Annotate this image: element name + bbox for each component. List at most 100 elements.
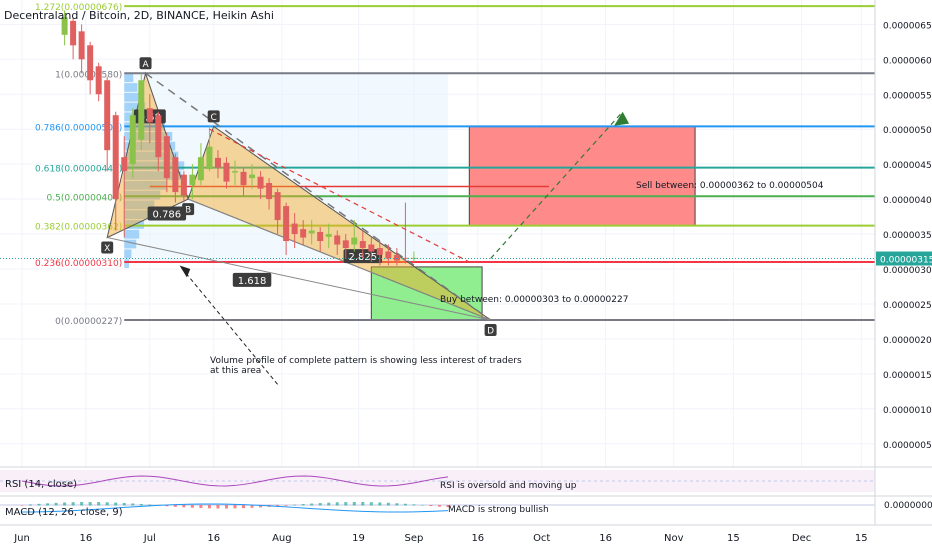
macd-histogram-bar [54, 502, 58, 506]
candle-body [342, 240, 349, 249]
macd-histogram-bar [182, 505, 186, 508]
macd-histogram-bar [369, 502, 373, 506]
candle-body [138, 80, 145, 140]
candle-body [351, 237, 358, 245]
candle-body [325, 234, 332, 237]
macd-histogram-bar [207, 505, 211, 509]
candle-body [206, 146, 213, 170]
volume-profile-bar [124, 200, 155, 210]
candle-body [214, 157, 221, 168]
macd-histogram-bar [63, 502, 67, 506]
volume-profile-bar [124, 259, 130, 268]
pattern-point-label: D [487, 327, 494, 337]
price-tick-label: 0.00000050 [883, 441, 932, 451]
volume-profile-bar [124, 171, 182, 180]
macd-histogram-bar [318, 503, 322, 506]
volume-profile-bar [124, 210, 150, 220]
price-tick-label: 0.00000250 [883, 301, 932, 311]
price-tick-label: 0.00000200 [883, 336, 932, 346]
volume-profile-bar [124, 180, 168, 190]
macd-histogram-bar [335, 502, 339, 506]
price-tick-label: 0.00000350 [883, 231, 932, 241]
time-tick-label: 16 [471, 533, 484, 544]
macd-histogram-bar [46, 503, 50, 506]
ratio-badge [147, 206, 187, 221]
candle-body [300, 229, 307, 238]
time-tick-label: Aug [272, 533, 292, 544]
fib-level-label: 0(0.00000227) [55, 317, 122, 327]
price-tick-label: 0.00000400 [883, 196, 932, 206]
fib-level-label: 0.382(0.00000362) [35, 223, 122, 233]
current-price-badge [876, 251, 932, 266]
macd-histogram-bar [395, 503, 399, 506]
volume-note-line2: at this area [210, 366, 261, 376]
candle-body [376, 248, 383, 256]
candle-body [385, 251, 392, 259]
price-tick-label: 0.00000300 [883, 266, 932, 276]
candle-body [172, 157, 179, 193]
pattern-point-label: B [185, 206, 191, 216]
volume-note-arrow-head [179, 265, 191, 278]
macd-histogram-bar [412, 504, 416, 506]
macd-histogram-bar [403, 503, 407, 506]
volume-note-line1: Volume profile of complete pattern is sh… [210, 356, 522, 366]
macd-histogram-bar [233, 505, 237, 509]
macd-histogram-bar [276, 505, 280, 507]
macd-histogram-bar [114, 502, 118, 506]
fib-level-label: 0.236(0.00000310) [35, 259, 122, 269]
pattern-point-badge [484, 324, 497, 337]
overlay-layer [0, 111, 875, 385]
macd-histogram-bar [327, 502, 331, 506]
macd-histogram-bar [199, 505, 203, 509]
buy-zone-label: Buy between: 0.00000303 to 0.00000227 [440, 295, 628, 305]
fib-level-label: 0.5(0.00000404) [47, 193, 123, 203]
candle-body [163, 136, 170, 179]
candle-body [410, 257, 417, 259]
price-tick-label: 0.00000600 [883, 56, 932, 66]
candle-body [223, 162, 230, 182]
candle-body [78, 31, 85, 60]
fib-layer: 1.272(0.00000676)1(0.00000580)0.786(0.00… [35, 3, 875, 327]
sell-zone-label: Sell between: 0.00000362 to 0.00000504 [636, 181, 824, 191]
candle-body [129, 115, 136, 165]
price-tick-label: 0.00000500 [883, 126, 932, 136]
volume-profile-bar [124, 73, 134, 83]
macd-histogram-bar [310, 503, 314, 506]
macd-histogram-bar [139, 503, 143, 506]
macd-histogram-bar [131, 503, 135, 506]
green-projection-arrow [490, 111, 624, 259]
macd-histogram-bar [216, 505, 220, 509]
candle-body [180, 174, 187, 196]
macd-histogram-bar [344, 502, 348, 506]
time-tick-label: 16 [207, 533, 220, 544]
volume-profile-bar [124, 229, 140, 239]
macd-line [21, 503, 449, 513]
candle-body [359, 241, 366, 249]
chart-title: Decentraland / Bitcoin, 2D, BINANCE, Hei… [4, 9, 274, 22]
macd-histogram-bar [386, 502, 390, 506]
candle-body [240, 171, 247, 186]
time-tick-label: Sep [404, 533, 423, 544]
candle-body [232, 171, 238, 173]
macd-histogram-bar [80, 502, 84, 506]
pattern-point-label: A [142, 60, 149, 70]
price-tick-label: 0.00000100 [883, 406, 932, 416]
pattern-ad-dashed [145, 72, 492, 321]
pattern-xd-line [107, 237, 491, 321]
candle-body [155, 115, 162, 158]
pattern-point-badge [101, 241, 114, 254]
volume-profile-bar [124, 141, 176, 151]
time-tick-label: Jul [143, 533, 156, 544]
volume-profile-bar [124, 161, 185, 171]
candle-body [274, 192, 281, 221]
candle-body [249, 174, 256, 179]
macd-histogram-bar [284, 505, 288, 506]
candle-body [266, 183, 273, 200]
macd-histogram-bar [361, 502, 365, 506]
red-dashed-trend [209, 128, 470, 263]
pattern-point-label: C [211, 113, 217, 123]
pattern-bd-line [187, 198, 491, 321]
macd-note: MACD is strong bullish [448, 505, 549, 515]
price-tick-label: 0.00000450 [883, 161, 932, 171]
